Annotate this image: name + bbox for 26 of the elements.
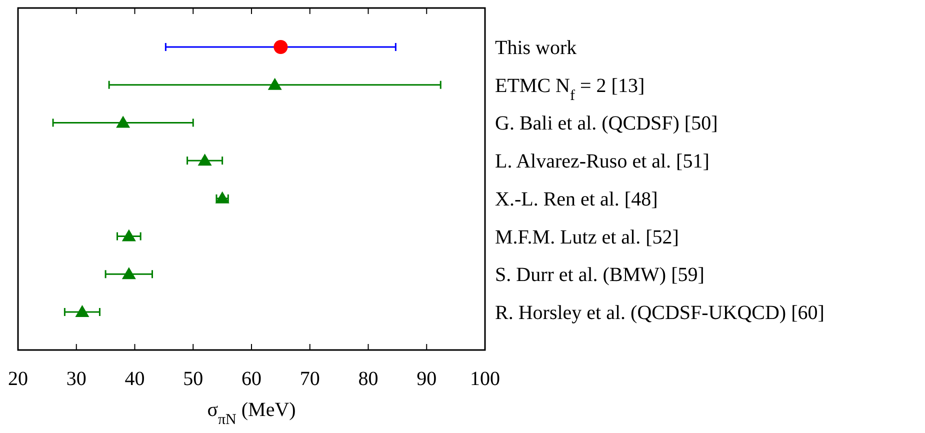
point [116,116,130,128]
y-tick-label: G. Bali et al. (QCDSF) [50] [495,112,718,135]
x-tick-label: 40 [124,368,145,390]
point [122,267,136,280]
y-tick-label: L. Alvarez-Ruso et al. [51] [495,150,710,173]
point [198,154,212,166]
y-tick-label: M.F.M. Lutz et al. [52] [495,226,679,248]
y-tick-label: ETMC N$_{f}$ = 2 [13] [495,74,645,104]
y-tick-label: X.-L. Ren et al. [48] [495,188,658,210]
point [122,229,136,242]
point [215,191,230,204]
x-tick-label: 50 [183,368,204,390]
x-tick-label: 100 [470,368,500,390]
y-tick-label: S. Durr et al. (BMW) [59] [495,264,704,286]
y-tick-label: R. Horsley et al. (QCDSF-UKQCD) [60] [495,302,824,324]
y-tick-label: This work [495,37,577,59]
x-tick-label: 80 [358,368,378,390]
x-tick-label: 90 [416,368,437,390]
point [274,40,288,54]
x-tick-label: 60 [242,368,262,390]
x-tick-label: 70 [300,368,320,390]
point [75,305,90,317]
x-axis-title: σ$_{πN}$ (MeV) [207,399,296,428]
point [268,78,282,90]
x-tick-label: 20 [8,368,28,390]
x-tick-label: 30 [66,368,86,390]
